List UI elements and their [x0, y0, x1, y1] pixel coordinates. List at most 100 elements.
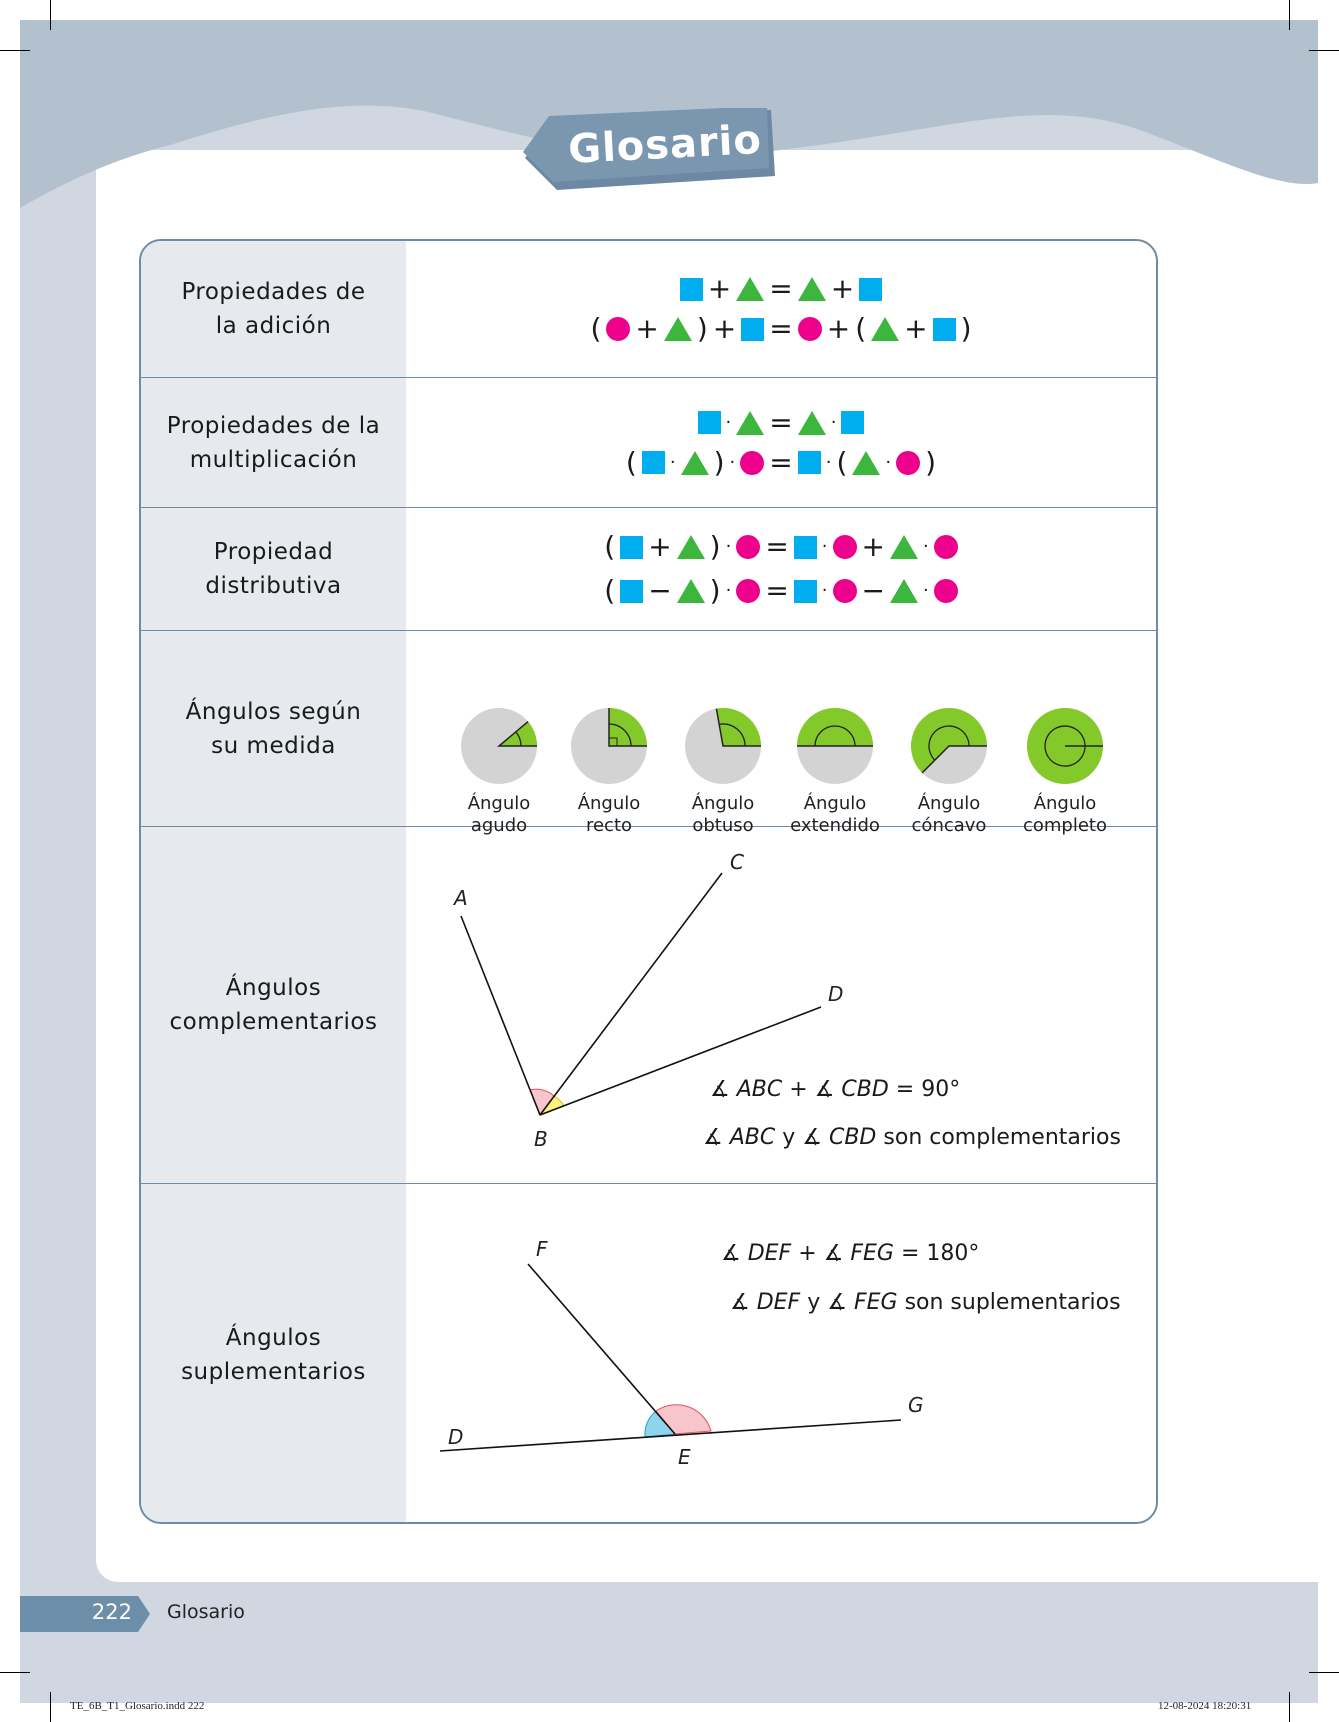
angle-label-line2: agudo [470, 815, 528, 836]
operator: · [725, 411, 732, 433]
supplementary-definition-statement: ∡ DEF y ∡ FEG son suplementarios [730, 1290, 1121, 1315]
term-label: Ángulos suplementarios [141, 1184, 406, 1522]
operator: ( [855, 312, 867, 345]
angle-label-line2: recto [585, 815, 633, 836]
complementary-cell: A C D B ∡ ABC + ∡ CBD = 90° ∡ ABC y ∡ CB… [406, 827, 1156, 1183]
point-label-f: F [536, 1237, 548, 1261]
triangle-icon [797, 277, 826, 301]
angle-label-line2: cóncavo [911, 815, 987, 836]
supplementary-cell: F D G E ∡ DEF + ∡ FEG = 180° ∡ DEF y ∡ F… [406, 1184, 1156, 1522]
point-label-g: G [908, 1393, 924, 1417]
angle-cóncavo-icon [911, 708, 988, 784]
equations: · = ·(·) · = ·(·) [406, 378, 1156, 507]
term-label: Propiedades de la adición [141, 241, 406, 377]
point-label-e: E [678, 1445, 691, 1469]
operator: + [826, 312, 851, 345]
operator: ( [604, 530, 616, 563]
angle-type-label: Ángulo extendido [775, 793, 895, 837]
ray-ef [527, 1263, 676, 1435]
operator: − [861, 574, 885, 607]
angle-extendido-icon [797, 708, 873, 784]
angle-label-line2: completo [1022, 815, 1107, 836]
crop-mark [0, 1672, 30, 1673]
circle-icon [933, 535, 958, 559]
page-number: 222 [91, 1600, 132, 1624]
angle-obtuso-icon [685, 708, 761, 784]
operator: = [765, 530, 789, 563]
point-label-d: D [448, 1425, 463, 1449]
ray-bc [539, 872, 723, 1116]
square-icon [620, 579, 644, 603]
angle-type-label: Ángulo agudo [439, 793, 559, 837]
square-icon [793, 535, 817, 559]
supplementary-angles-figure: F D G E [439, 1237, 924, 1469]
angle-type-label: Ángulo obtuso [663, 793, 783, 837]
operator: + [904, 312, 928, 345]
operator: · [729, 451, 736, 473]
glossary-table: Propiedades de la adición + = +(+) + = +(+) P… [139, 239, 1158, 1524]
operator: ) [709, 530, 721, 563]
crop-mark [50, 0, 51, 30]
crop-mark [1309, 1672, 1339, 1673]
operator: ( [836, 445, 848, 479]
crop-mark [1289, 0, 1290, 30]
equations: (+) · = · + ·(−) · = · − · [406, 508, 1156, 630]
angle-type-label: Ángulo recto [549, 793, 669, 837]
angle-completo-icon [1027, 708, 1103, 784]
glossary-row-supplementary: Ángulos suplementarios F D G E ∡ DEF + ∡… [141, 1184, 1156, 1522]
triangle-icon [852, 450, 881, 475]
operator: · [821, 580, 828, 601]
circle-icon [736, 579, 761, 603]
operator: · [669, 451, 676, 473]
triangle-icon [736, 277, 765, 301]
operator: · [821, 536, 828, 557]
triangle-icon [676, 579, 705, 603]
operator: = [765, 574, 789, 607]
slug-timestamp: 12-08-2024 18:20:31 [1158, 1700, 1252, 1712]
ray-ba [460, 915, 541, 1116]
circle-icon [896, 450, 921, 475]
angle-types-figure [461, 708, 1103, 784]
point-label-c: C [730, 850, 744, 874]
equation-line: · = · [697, 407, 865, 439]
triangle-icon [890, 535, 918, 559]
term-label: Ángulos según su medida [141, 631, 406, 826]
circle-icon [832, 535, 857, 559]
operator: · [725, 580, 732, 601]
triangle-icon [676, 535, 705, 559]
angle-agudo-icon [461, 708, 537, 784]
circle-icon [736, 535, 761, 559]
equation-line: + = + [679, 272, 883, 305]
angle-label-line1: Ángulo [467, 793, 531, 814]
square-icon [697, 411, 721, 434]
operator: ) [696, 312, 708, 345]
operator: ) [709, 574, 721, 607]
point-label-b: B [534, 1127, 548, 1151]
operator: + [648, 530, 672, 563]
page-number-tab [20, 1596, 150, 1632]
triangle-icon [736, 410, 765, 435]
angle-type-label: Ángulo cóncavo [889, 793, 1009, 837]
angle-label-line2: obtuso [692, 815, 754, 836]
operator: ) [925, 445, 937, 479]
complementary-angles-figure: A C D B [452, 850, 843, 1151]
glossary-title-tag [523, 108, 775, 190]
triangle-icon [797, 410, 826, 435]
operator: · [885, 451, 892, 473]
operator: ) [713, 445, 725, 479]
operator: = [769, 445, 793, 479]
footer-section-title: Glosario [167, 1601, 245, 1623]
equation-line: (+) + = +(+) [590, 313, 971, 345]
operator: + [707, 272, 732, 305]
angle-types-cell: Ángulo agudo Ángulo recto Ángulo obtuso Ángulo… [406, 631, 1156, 836]
operator: · [725, 536, 732, 557]
crop-mark [50, 1692, 51, 1722]
angle-label-line2: extendido [790, 815, 880, 836]
glossary-row-angle-types: Ángulos según su medida Ángulo agudo Ángul… [141, 631, 1156, 836]
circle-icon [606, 317, 631, 341]
operator: ( [590, 312, 602, 345]
triangle-icon [680, 450, 709, 475]
circle-icon [933, 579, 958, 603]
operator: = [769, 272, 793, 305]
equations: + = +(+) + = +(+) [406, 241, 1156, 377]
